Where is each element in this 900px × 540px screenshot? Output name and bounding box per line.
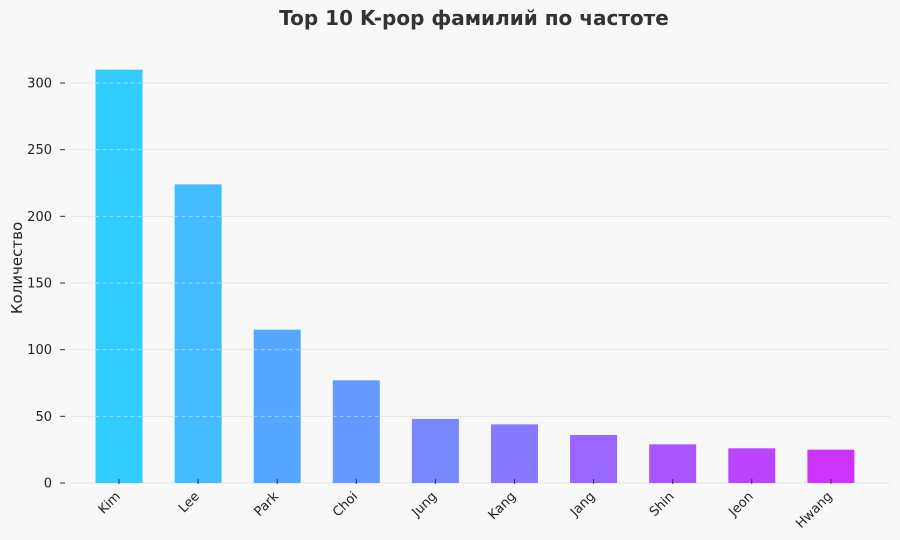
y-axis: 0 50 100 150 200 250 300 (27, 77, 65, 492)
y-tick-label: 200 (27, 210, 52, 225)
bar-grid-layer (95, 82, 380, 417)
y-tick-label: 0 (44, 477, 52, 492)
bars-layer (95, 69, 855, 484)
bar-park (253, 329, 301, 483)
bar-jeon (728, 448, 776, 483)
bar-choi (332, 380, 380, 483)
y-tick-label: 250 (27, 143, 52, 158)
bar-jang (570, 435, 618, 483)
y-tick-label: 150 (27, 277, 52, 292)
chart-title: Top 10 K-pop фамилий по частоте (279, 6, 669, 30)
bar-lee (174, 184, 222, 484)
bar-hwang (807, 449, 855, 483)
y-axis-label: Количество (8, 222, 26, 314)
y-tick-label: 50 (35, 410, 52, 425)
y-tick-label: 100 (27, 343, 52, 358)
bar-kim (95, 69, 143, 484)
bar-jung (411, 419, 459, 483)
bar-shin (649, 444, 697, 483)
y-tick-label: 300 (27, 77, 52, 92)
bar-kang (491, 424, 538, 483)
